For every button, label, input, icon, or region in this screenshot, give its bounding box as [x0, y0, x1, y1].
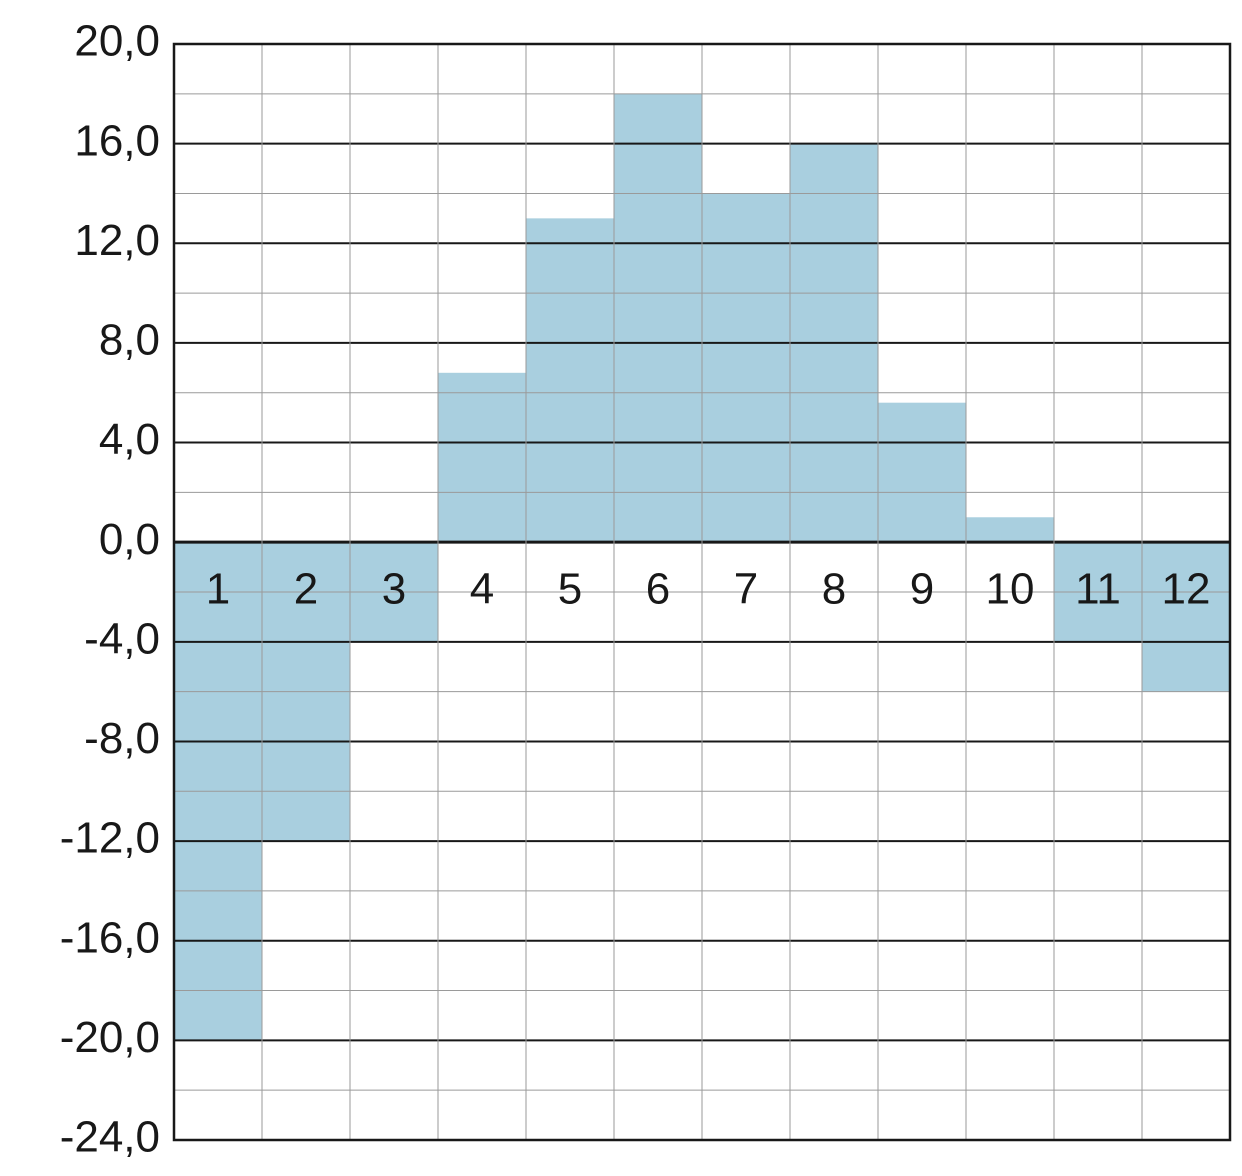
- y-tick-label: -16,0: [60, 913, 160, 962]
- x-tick-label: 3: [382, 565, 406, 614]
- y-tick-label: -4,0: [84, 614, 160, 663]
- x-tick-label: 2: [294, 565, 318, 614]
- y-tick-label: 8,0: [99, 316, 160, 365]
- x-tick-label: 7: [734, 565, 758, 614]
- x-tick-label: 1: [206, 565, 230, 614]
- x-tick-label: 5: [558, 565, 582, 614]
- bar: [614, 94, 702, 542]
- y-tick-label: -20,0: [60, 1013, 160, 1062]
- bar: [438, 373, 526, 542]
- y-tick-label: -12,0: [60, 814, 160, 863]
- y-tick-label: -8,0: [84, 714, 160, 763]
- y-tick-label: 12,0: [74, 216, 160, 265]
- x-tick-label: 12: [1162, 565, 1211, 614]
- bar: [966, 517, 1054, 542]
- x-tick-label: 9: [910, 565, 934, 614]
- y-tick-label: 16,0: [74, 116, 160, 165]
- chart-svg: 20,0 16,0 12,0 8,0 4,0 0,0 -4,0 -8,0 -12,0 -16,0 -…: [0, 0, 1242, 1171]
- x-tick-label: 6: [646, 565, 670, 614]
- y-tick-label: 20,0: [74, 17, 160, 66]
- y-tick-label: 4,0: [99, 415, 160, 464]
- y-tick-label: -24,0: [60, 1113, 160, 1162]
- x-tick-label: 11: [1075, 565, 1121, 614]
- bar: [878, 403, 966, 542]
- bar: [702, 193, 790, 542]
- y-tick-label: 0,0: [99, 515, 160, 564]
- bar-chart: 20,0 16,0 12,0 8,0 4,0 0,0 -4,0 -8,0 -12,0 -16,0 -…: [0, 0, 1242, 1176]
- bar: [526, 218, 614, 542]
- x-tick-label: 10: [986, 565, 1035, 614]
- x-tick-label: 8: [822, 565, 846, 614]
- x-tick-label: 4: [470, 565, 494, 614]
